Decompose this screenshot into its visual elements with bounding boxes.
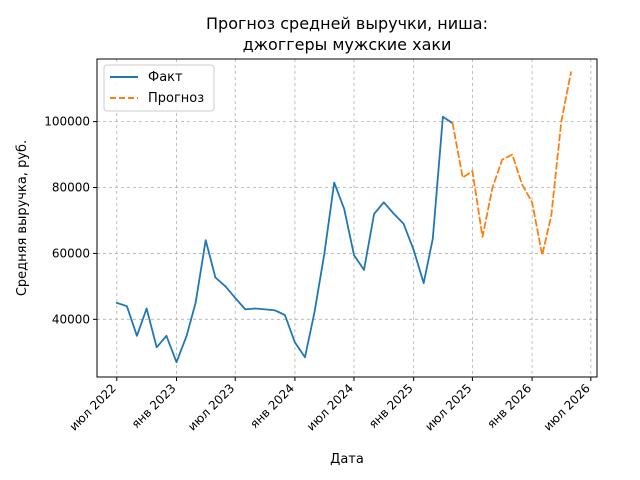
- chart-title-line-1: Прогноз средней выручки, ниша:: [206, 14, 488, 33]
- x-tick-label: июл 2026: [541, 381, 593, 433]
- x-tick-label: июл 2024: [304, 381, 356, 433]
- x-tick-label: июл 2022: [67, 381, 119, 433]
- y-tick-label: 60000: [52, 246, 90, 260]
- y-tick-label: 40000: [52, 312, 90, 326]
- plot-frame: [96, 58, 598, 378]
- legend-label-fact: Факт: [148, 70, 183, 85]
- x-tick-label: янв 2024: [247, 381, 297, 431]
- x-tick-label: янв 2025: [366, 381, 416, 431]
- x-tick-label: июл 2025: [422, 381, 474, 433]
- y-tick-label: 100000: [44, 115, 90, 129]
- x-axis-label: Дата: [330, 452, 364, 467]
- grid: [97, 59, 597, 377]
- legend-label-forecast: Прогноз: [148, 91, 204, 106]
- y-axis-label: Средняя выручка, руб.: [15, 140, 30, 296]
- y-axis-ticks: 40000 60000 80000 100000: [44, 115, 97, 326]
- x-axis-ticks: июл 2022 янв 2023 июл 2023 янв 2024 июл 2024…: [67, 377, 593, 434]
- series-line-forecast: [451, 71, 572, 256]
- y-tick-label: 80000: [52, 181, 90, 195]
- legend: Факт Прогноз: [103, 64, 215, 112]
- chart-title-line-2: джоггеры мужские хаки: [243, 35, 452, 54]
- x-tick-label: июл 2023: [185, 381, 237, 433]
- x-tick-label: янв 2023: [129, 381, 179, 431]
- series-line-fact: [115, 115, 454, 364]
- x-tick-label: янв 2026: [484, 381, 534, 431]
- series-layer: [115, 71, 572, 364]
